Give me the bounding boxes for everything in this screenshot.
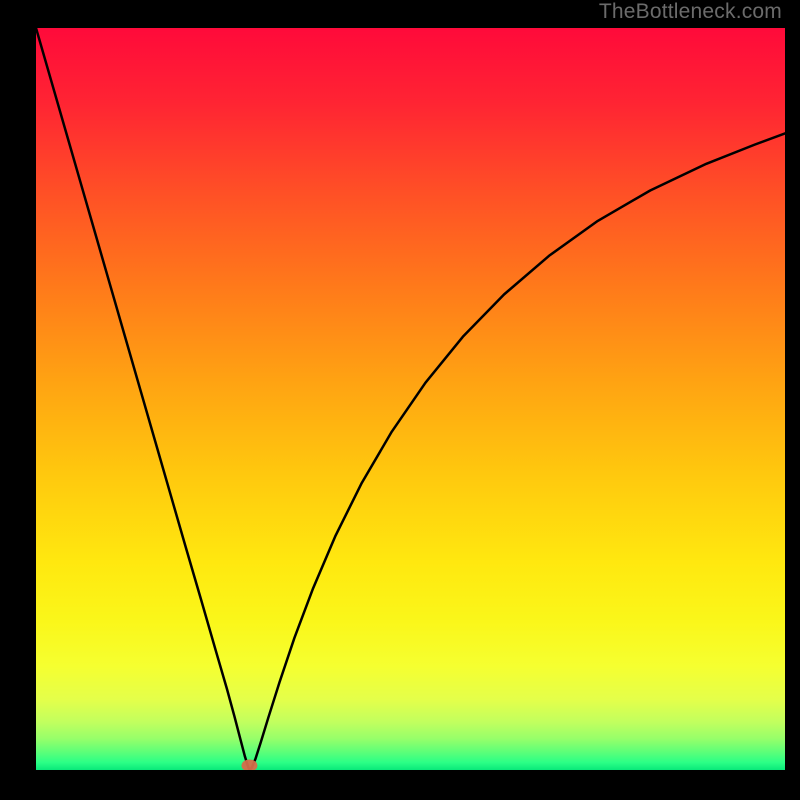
chart-container: TheBottleneck.com — [0, 0, 800, 800]
plot-area — [36, 28, 785, 770]
bottleneck-curve — [36, 28, 785, 770]
watermark-text: TheBottleneck.com — [599, 0, 782, 24]
